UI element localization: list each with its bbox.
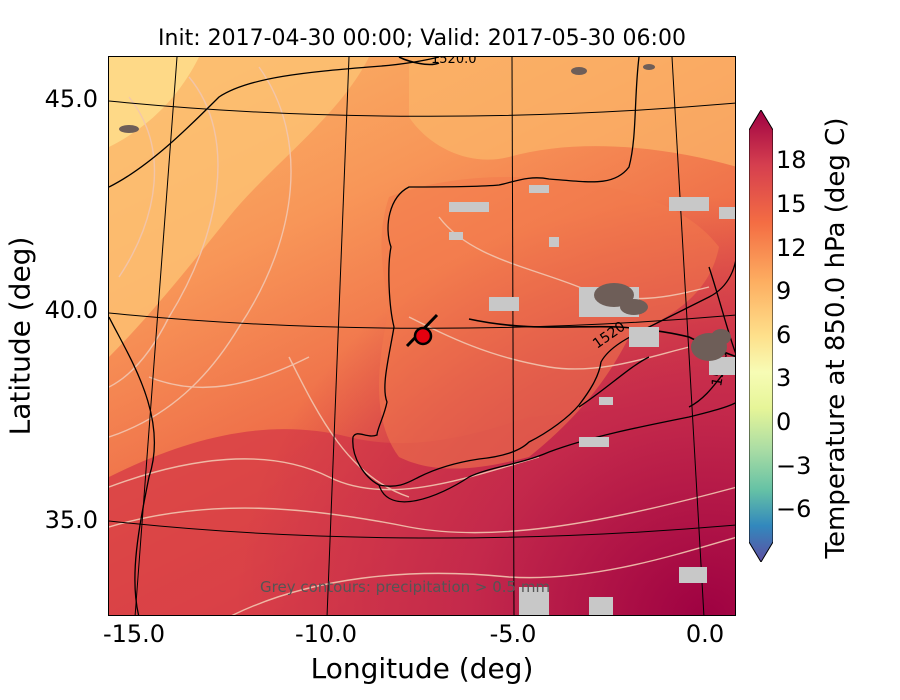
ytick-45: 45.0	[44, 85, 98, 113]
isotherms	[109, 66, 735, 615]
cb-tick-15: 15	[776, 190, 807, 218]
ytick-40: 40.0	[44, 296, 98, 324]
colorbar	[749, 110, 773, 562]
precip-annotation: Grey contours: precipitation > 0.5 mm	[260, 578, 551, 596]
iberia-interior	[379, 177, 719, 469]
cb-tick-18: 18	[776, 146, 807, 174]
xtick-0: 0.0	[685, 620, 725, 648]
temperature-map: 1520.0 1520 1520	[109, 57, 735, 615]
ytick-35: 35.0	[44, 506, 98, 534]
xtick-minus10: -10.0	[294, 620, 358, 648]
map-panel: 1520.0 1520 1520	[108, 56, 736, 616]
cb-tick-minus3: −3	[776, 452, 812, 480]
colorbar-fill	[749, 110, 773, 562]
plot-title: Init: 2017-04-30 00:00; Valid: 2017-05-3…	[158, 26, 686, 51]
heavy-precipitation	[119, 64, 731, 361]
xtick-minus5: -5.0	[489, 620, 537, 648]
cb-tick-9: 9	[776, 277, 792, 305]
cb-tick-6: 6	[776, 321, 792, 349]
y-axis-label: Latitude (deg)	[3, 236, 37, 436]
contour-label-1520-top: 1520.0	[431, 57, 477, 67]
xtick-minus15: -15.0	[102, 620, 166, 648]
cb-tick-3: 3	[776, 364, 792, 392]
location-marker	[413, 326, 433, 346]
coastlines	[109, 57, 735, 615]
colorbar-label: Temperature at 850.0 hPa (deg C)	[821, 117, 851, 559]
cb-tick-minus6: −6	[776, 495, 812, 523]
cb-tick-0: 0	[776, 408, 792, 436]
x-axis-label: Longitude (deg)	[310, 652, 534, 685]
cb-tick-12: 12	[776, 234, 807, 262]
